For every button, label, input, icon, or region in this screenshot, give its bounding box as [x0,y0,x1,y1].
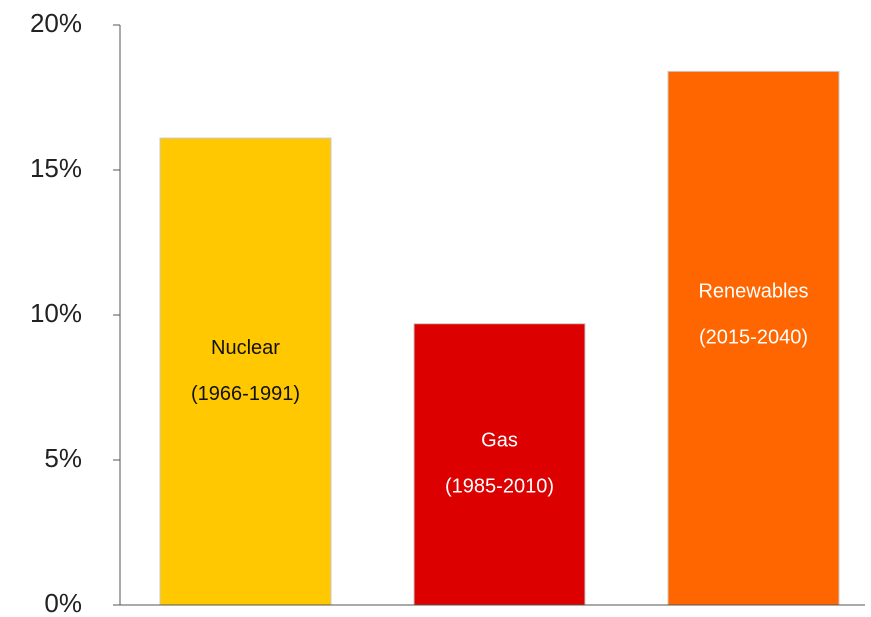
bar-label: Renewables [698,280,808,302]
y-tick-label: 10% [30,298,82,328]
bar-period: (1966-1991) [191,383,300,405]
bar-period: (1985-2010) [445,476,554,498]
y-tick-label: 15% [30,153,82,183]
bar [413,323,586,606]
bar [667,70,840,606]
y-tick-label: 5% [44,443,82,473]
bar-label: Gas [481,430,518,452]
y-tick-label: 0% [44,588,82,617]
bar-label: Nuclear [211,337,280,359]
y-tick-label: 20% [30,8,82,38]
bar [159,137,332,606]
bar-period: (2015-2040) [699,326,808,348]
